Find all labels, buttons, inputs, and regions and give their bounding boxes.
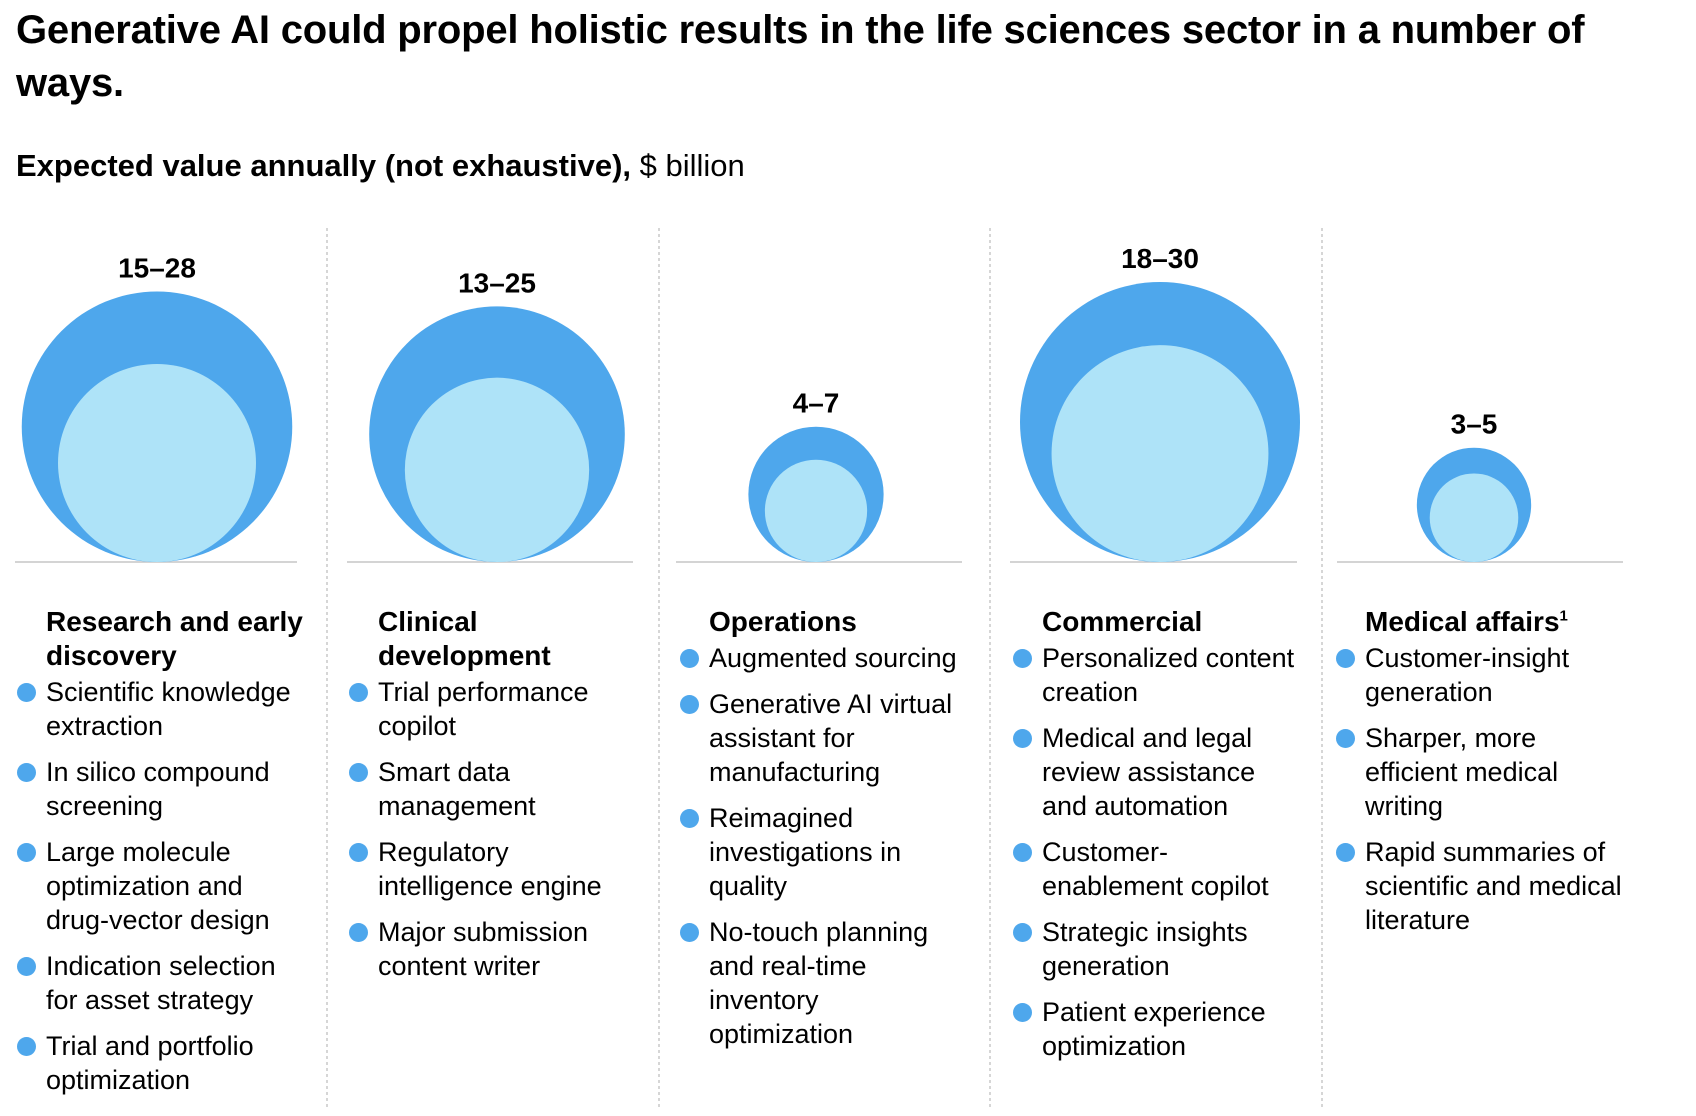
subtitle-measure: Expected value annually (not exhaustive)… (16, 148, 632, 183)
bullet-dot-icon (17, 683, 36, 702)
list-item: Customer-enablement copilot (1012, 835, 1302, 903)
list-item: Medical and legal review assistance and … (1012, 721, 1302, 823)
bullet-dot-icon (349, 683, 368, 702)
list-item: In silico compound screening (16, 755, 306, 823)
use-case-list: Trial performance copilot Smart data man… (348, 675, 638, 983)
list-item: Trial performance copilot (348, 675, 638, 743)
bullet-dot-icon (680, 923, 699, 942)
low-estimate-bubble (764, 459, 868, 562)
category-heading: Operations (709, 606, 857, 637)
use-case-list: Customer-insight generation Sharper, mor… (1335, 641, 1625, 937)
bullet-dot-icon (17, 957, 36, 976)
value-range-label: 13–25 (458, 267, 536, 298)
bullet-dot-icon (349, 923, 368, 942)
column-operations: Operations Augmented sourcing Generative… (679, 605, 969, 1063)
category-heading: Clinical development (378, 606, 551, 671)
low-estimate-bubble (1051, 345, 1269, 562)
bullet-dot-icon (1336, 649, 1355, 668)
use-case-list: Scientific knowledge extraction In silic… (16, 675, 306, 1097)
bullet-dot-icon (1013, 729, 1032, 748)
bullet-dot-icon (17, 843, 36, 862)
value-range-label: 3–5 (1451, 409, 1498, 440)
bullet-dot-icon (680, 695, 699, 714)
list-item: Augmented sourcing (679, 641, 969, 675)
bullet-dot-icon (349, 763, 368, 782)
list-item: Personalized content creation (1012, 641, 1302, 709)
bullet-dot-icon (1013, 1003, 1032, 1022)
list-item: Rapid summaries of scientific and medica… (1335, 835, 1625, 937)
bullet-dot-icon (17, 763, 36, 782)
category-heading: Research and early discovery (46, 606, 303, 671)
value-range-label: 15–28 (118, 252, 196, 283)
use-case-list: Personalized content creation Medical an… (1012, 641, 1302, 1063)
list-item: Trial and portfolio optimization (16, 1029, 306, 1097)
column-research: Research and early discovery Scientific … (16, 605, 306, 1109)
list-item: Smart data management (348, 755, 638, 823)
category-heading: Medical affairs1 (1365, 606, 1568, 637)
list-item: Strategic insights generation (1012, 915, 1302, 983)
list-item: Reimagined investigations in quality (679, 801, 969, 903)
low-estimate-bubble (58, 364, 256, 562)
chart-subtitle: Expected value annually (not exhaustive)… (16, 146, 745, 186)
bullet-dot-icon (1336, 729, 1355, 748)
bullet-dot-icon (680, 649, 699, 668)
column-commercial: Commercial Personalized content creation… (1012, 605, 1302, 1075)
list-item: Regulatory intelligence engine (348, 835, 638, 903)
low-estimate-bubble (1429, 473, 1519, 562)
value-range-label: 4–7 (793, 388, 840, 419)
list-item: Generative AI virtual assistant for manu… (679, 687, 969, 789)
bullet-dot-icon (17, 1037, 36, 1056)
bullet-dot-icon (680, 809, 699, 828)
list-item: Customer-insight generation (1335, 641, 1625, 709)
use-case-list: Augmented sourcing Generative AI virtual… (679, 641, 969, 1051)
list-item: Major submission content writer (348, 915, 638, 983)
value-range-label: 18–30 (1121, 243, 1199, 274)
column-medical-affairs: Medical affairs1 Customer-insight genera… (1335, 605, 1625, 949)
bullet-dot-icon (1013, 649, 1032, 668)
category-heading: Commercial (1042, 606, 1203, 637)
subtitle-unit: $ billion (639, 148, 745, 183)
list-item: Large molecule optimization and drug-vec… (16, 835, 306, 937)
list-item: Scientific knowledge extraction (16, 675, 306, 743)
bullet-dot-icon (1336, 843, 1355, 862)
bullet-dot-icon (349, 843, 368, 862)
list-item: Sharper, more efficient medical writing (1335, 721, 1625, 823)
chart-title: Generative AI could propel holistic resu… (16, 8, 1585, 105)
list-item: No-touch planning and real-time inventor… (679, 915, 969, 1051)
low-estimate-bubble (404, 377, 590, 562)
column-clinical: Clinical development Trial performance c… (348, 605, 638, 995)
bullet-dot-icon (1013, 923, 1032, 942)
bullet-dot-icon (1013, 843, 1032, 862)
list-item: Indication selection for asset strategy (16, 949, 306, 1017)
list-item: Patient experience optimization (1012, 995, 1302, 1063)
